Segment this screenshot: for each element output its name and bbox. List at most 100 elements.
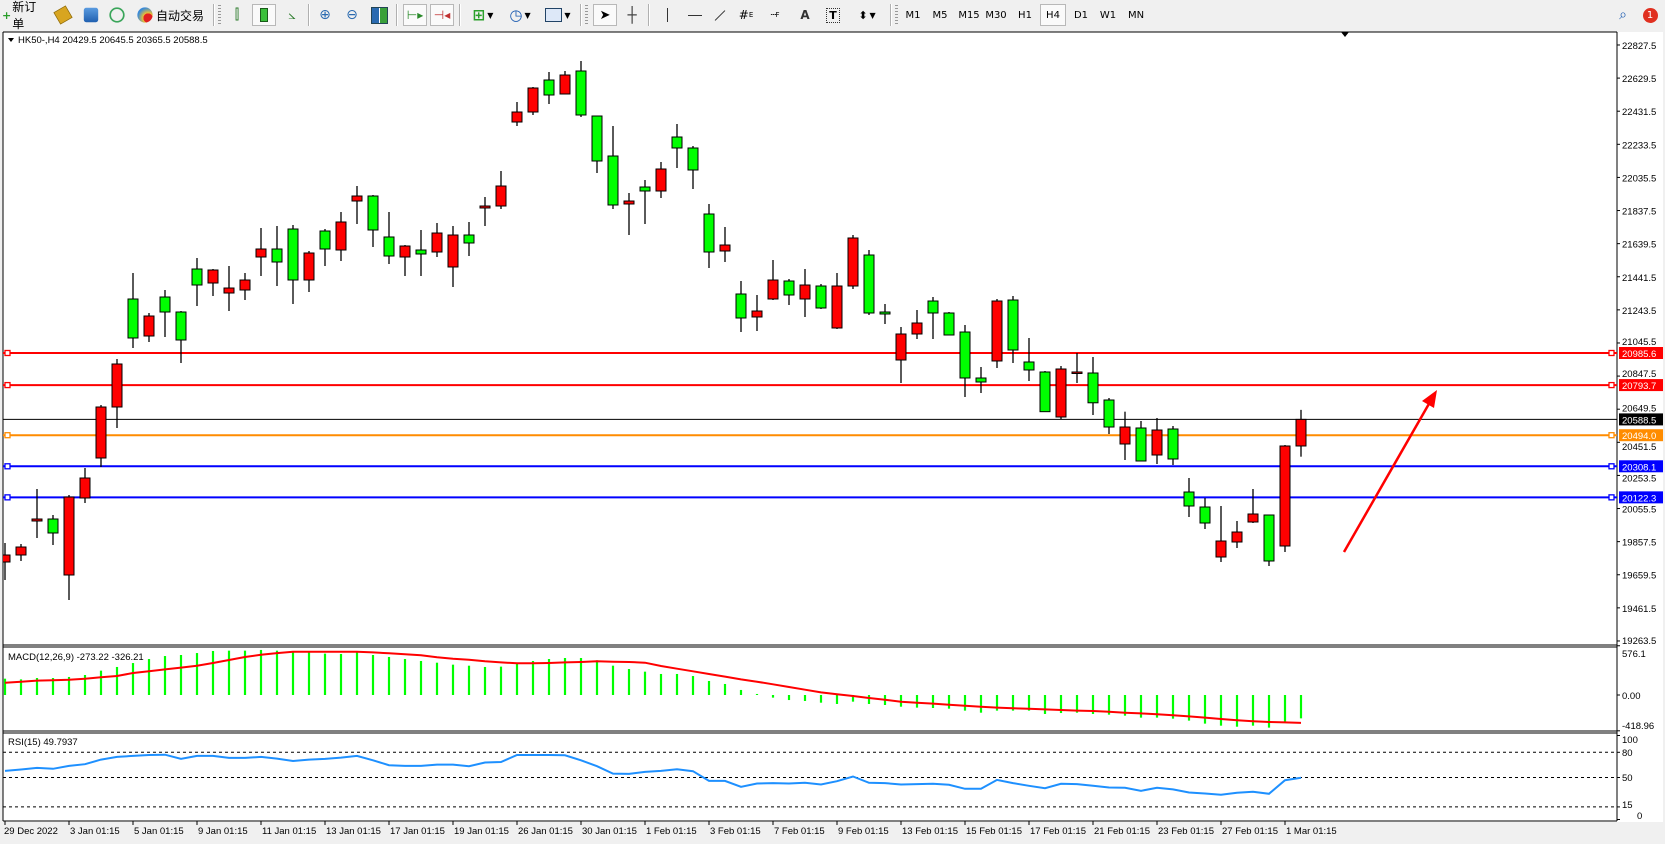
candle-down (191, 268, 203, 286)
market-watch-button[interactable] (52, 4, 74, 26)
red-arrow-line[interactable] (1342, 401, 1432, 553)
add-indicator-icon: ⊞ (472, 6, 486, 24)
dropdown-arrow-icon: ▼ (487, 10, 494, 20)
timeframe-h4[interactable]: H4 (1040, 4, 1066, 26)
toolbar-grip[interactable] (218, 5, 221, 25)
timeframe-m5[interactable]: M5 (932, 9, 948, 21)
timeframe-h1[interactable]: H1 (1018, 9, 1032, 21)
candle-down (367, 195, 379, 231)
level-handle-right[interactable] (1608, 494, 1615, 501)
toolbar-grip[interactable] (585, 5, 588, 25)
timeframe-m1[interactable]: M1 (905, 9, 921, 21)
time-axis-label: 27 Feb 01:15 (1222, 826, 1278, 837)
zoom-out-button[interactable]: ⊖ (341, 4, 363, 26)
candle-up (239, 279, 251, 291)
time-axis-label: 1 Feb 01:15 (646, 826, 697, 837)
tile-windows-button[interactable] (368, 4, 390, 26)
signals-button[interactable] (106, 4, 128, 26)
timeframe-d1[interactable]: D1 (1073, 9, 1089, 21)
level-handle-left[interactable] (4, 463, 11, 470)
timeframe-m15[interactable]: M15 (958, 9, 980, 21)
level-handle-left[interactable] (4, 381, 11, 389)
time-axis-label: 13 Jan 01:15 (326, 826, 381, 837)
navigator-button[interactable] (80, 4, 102, 26)
candle-up (351, 195, 363, 202)
candle-up (751, 310, 763, 318)
toolbar-grip[interactable] (895, 5, 898, 25)
level-handle-left[interactable] (4, 432, 11, 439)
text-tool-button[interactable]: A (794, 4, 816, 26)
zoom-in-button[interactable]: ⊕ (314, 4, 336, 26)
candle-up (767, 279, 779, 300)
plus-icon: + (2, 8, 12, 22)
chart-shift-marker-icon[interactable] (1341, 32, 1349, 37)
arrows-button[interactable]: ⬍ ▼ (850, 4, 884, 26)
search-button[interactable]: ⌕ (1612, 4, 1634, 26)
zoom-in-icon: ⊕ (319, 7, 331, 23)
indicators-button[interactable]: ⊞ ▼ (466, 4, 500, 26)
level-handle-left[interactable] (4, 349, 11, 357)
candle-down (159, 296, 171, 313)
level-handle-right[interactable] (1608, 349, 1615, 357)
candle-down (1135, 427, 1147, 462)
candle-up (831, 285, 843, 329)
candlestick-chart-button[interactable] (252, 4, 276, 26)
price-axis-label: 19659.5 (1622, 571, 1656, 582)
toolbar-separator (213, 4, 215, 26)
timeframe-m30[interactable]: M30 (985, 9, 1007, 21)
header-triangle-icon (8, 38, 14, 42)
line-chart-button[interactable]: ⦣ (281, 4, 303, 26)
timeframe-mn[interactable]: MN (1127, 9, 1145, 21)
periods-button[interactable]: ◷ ▼ (503, 4, 537, 26)
fibo-channel-button[interactable]: # E (734, 4, 758, 26)
fibo-sub: F (775, 11, 780, 19)
crosshair-button[interactable]: ┼ (621, 4, 643, 26)
horizontal-line-button[interactable] (684, 4, 706, 26)
candle-down (1167, 428, 1179, 460)
candle-down (127, 298, 139, 339)
level-handle-right[interactable] (1608, 463, 1615, 470)
price-axis-label: 20055.5 (1622, 505, 1656, 516)
candle-up (63, 496, 75, 576)
time-axis-label: 30 Jan 01:15 (582, 826, 637, 837)
candle-up (255, 248, 267, 258)
chart-shift-button[interactable]: ⊣◂ (430, 4, 454, 26)
red-arrow-head-icon[interactable] (1422, 390, 1437, 408)
cursor-button[interactable]: ➤ (593, 4, 617, 26)
new-order-button[interactable]: + 新订单 (2, 0, 46, 31)
level-price-tag-bg (1619, 346, 1663, 359)
candle-up (623, 200, 635, 205)
time-axis-label: 15 Feb 01:15 (966, 826, 1022, 837)
text-label-button[interactable]: T (822, 4, 844, 26)
candle-down (959, 331, 971, 379)
trendline-button[interactable] (709, 4, 731, 26)
auto-scroll-button[interactable]: ⊢▸ (403, 4, 427, 26)
candle-down (943, 312, 955, 336)
fibo-channel-icon: # (738, 8, 749, 22)
candle-down (1023, 361, 1035, 371)
level-handle-right[interactable] (1608, 432, 1615, 439)
notifications-button[interactable]: 1 (1638, 4, 1662, 26)
rsi-label: RSI(15) 49.7937 (8, 737, 78, 748)
templates-button[interactable]: ▼ (541, 4, 575, 26)
level-handle-left[interactable] (4, 494, 11, 501)
time-axis-label: 13 Feb 01:15 (902, 826, 958, 837)
macd-signal-line (4, 650, 1302, 724)
price-axis-label: 21639.5 (1622, 240, 1656, 251)
level-price-tag: 20793.7 (1622, 381, 1656, 392)
candle-down (287, 228, 299, 281)
fibo-retracement-button[interactable]: ┄ F (763, 4, 787, 26)
toolbar-separator (396, 4, 398, 26)
candle-down (415, 249, 427, 255)
vertical-line-button[interactable] (656, 4, 678, 26)
chart-window[interactable]: 576.1 0.00 -418.96 100 80 50 15 0 22827.5 22629… (0, 30, 1665, 844)
candle-up (431, 232, 443, 253)
bar-chart-button[interactable]: ⫿ (226, 4, 248, 26)
level-handle-right[interactable] (1608, 381, 1615, 389)
candle-up (3, 554, 11, 563)
timeframe-w1[interactable]: W1 (1099, 9, 1117, 21)
horizontal-levels[interactable] (3, 349, 1617, 501)
trendline-icon (714, 9, 726, 21)
price-axis-label: 20649.5 (1622, 403, 1656, 414)
auto-trading-button[interactable]: 自动交易 (132, 4, 208, 26)
